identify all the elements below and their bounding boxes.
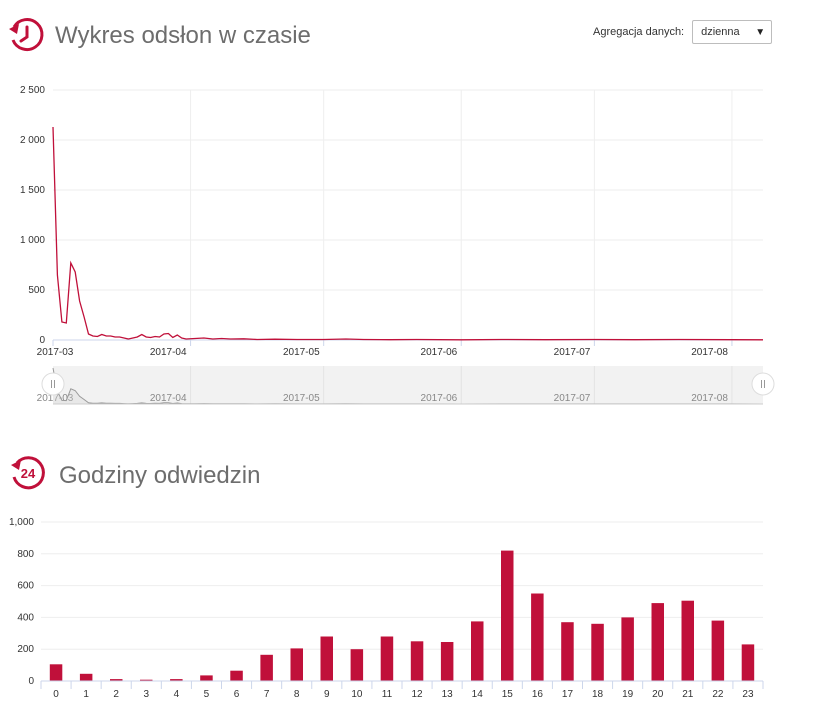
bar-hour-15[interactable]	[501, 550, 514, 681]
section-title-visit-hours: Godziny odwiedzin	[59, 462, 261, 489]
y-tick-label: 1,000	[9, 517, 34, 528]
x-tick-label: 14	[472, 689, 484, 700]
navigator-tick-label: 2017-07	[554, 393, 591, 404]
bar-hour-12[interactable]	[410, 641, 424, 682]
x-tick-label: 0	[53, 689, 59, 700]
x-tick-label: 20	[652, 689, 664, 700]
x-tick-label: 8	[294, 689, 300, 700]
x-tick-label: 2017-08	[691, 347, 728, 358]
bar-hour-17[interactable]	[561, 622, 574, 681]
x-tick-label: 2017-06	[421, 347, 458, 358]
x-tick-label: 11	[382, 689, 393, 700]
x-tick-label: 3	[144, 689, 150, 700]
bar-hour-13[interactable]	[440, 642, 454, 681]
bar-hour-16[interactable]	[531, 593, 544, 682]
bar-hour-3[interactable]	[140, 679, 153, 681]
x-tick-label: 2	[113, 689, 119, 700]
svg-text:24: 24	[21, 466, 36, 481]
x-tick-label: 12	[411, 689, 423, 700]
x-tick-label: 2017-03	[37, 347, 74, 358]
x-tick-label: 22	[712, 689, 724, 700]
x-tick-label: 2017-05	[283, 347, 320, 358]
x-tick-label: 10	[351, 689, 363, 700]
x-tick-label: 6	[234, 689, 240, 700]
bar-hour-6[interactable]	[230, 670, 243, 681]
y-tick-label: 0	[28, 676, 34, 687]
navigator-tick-label: 2017-06	[421, 393, 458, 404]
x-tick-label: 19	[622, 689, 634, 700]
bar-hour-1[interactable]	[79, 673, 93, 681]
bar-hour-14[interactable]	[471, 621, 484, 681]
clock-history-icon	[9, 18, 44, 52]
aggregation-control: Agregacja danych: dzienna ▼	[593, 20, 773, 44]
bar-hour-21[interactable]	[681, 600, 695, 681]
y-tick-label: 600	[17, 581, 34, 592]
x-tick-label: 2017-04	[150, 347, 187, 358]
navigator-selection[interactable]	[53, 366, 763, 404]
navigator-handle-right[interactable]	[751, 372, 775, 396]
bar-hour-23[interactable]	[741, 644, 755, 681]
x-tick-label: 1	[83, 689, 89, 700]
bar-hour-5[interactable]	[200, 675, 213, 681]
x-tick-label: 4	[174, 689, 180, 700]
x-tick-label: 7	[264, 689, 270, 700]
y-tick-label: 400	[17, 612, 34, 623]
bar-hour-11[interactable]	[380, 636, 394, 682]
x-tick-label: 18	[592, 689, 604, 700]
x-tick-label: 17	[562, 689, 574, 700]
x-tick-label: 16	[532, 689, 544, 700]
aggregation-select[interactable]: dzienna ▼	[692, 20, 773, 44]
x-tick-label: 13	[442, 689, 454, 700]
time-navigator[interactable]: 2017-03 2017-04 2017-05 2017-06 2017-07 2017-…	[0, 362, 817, 410]
bar-hour-7[interactable]	[260, 654, 273, 681]
bar-hour-20[interactable]	[651, 603, 665, 681]
bar-hour-22[interactable]	[711, 620, 725, 681]
24-hours-icon: 24	[11, 456, 45, 490]
aggregation-label: Agregacja danych:	[593, 26, 685, 38]
bar-hour-8[interactable]	[290, 648, 304, 681]
bar-hour-18[interactable]	[591, 623, 604, 681]
bar-hour-19[interactable]	[621, 617, 634, 681]
aggregation-select-value: dzienna	[701, 26, 740, 38]
chevron-down-icon: ▼	[755, 26, 766, 38]
x-tick-label: 2017-07	[554, 347, 591, 358]
y-tick-label: 500	[28, 285, 45, 296]
bar-hour-4[interactable]	[170, 679, 183, 681]
navigator-tick-label: 2017-08	[691, 393, 728, 404]
navigator-tick-label: 2017-05	[283, 393, 320, 404]
section-title-pageviews: Wykres odsłon w czasie	[55, 22, 311, 49]
x-tick-label: 23	[742, 689, 754, 700]
y-tick-label: 2 500	[20, 85, 45, 96]
x-tick-label: 15	[502, 689, 514, 700]
x-tick-label: 9	[324, 689, 330, 700]
x-tick-label: 21	[682, 689, 694, 700]
navigator-tick-label: 2017-04	[150, 393, 187, 404]
y-tick-label: 800	[17, 549, 34, 560]
y-tick-label: 1 500	[20, 185, 45, 196]
navigator-handle-left[interactable]	[41, 372, 65, 396]
bar-hour-9[interactable]	[320, 636, 334, 682]
pageviews-line-chart: 0 500 1 000 1 500 2 000 2 500 2017-03 2017-04 20…	[20, 85, 764, 358]
y-tick-label: 200	[17, 644, 34, 655]
y-tick-label: 2 000	[20, 135, 45, 146]
bar-hour-0[interactable]	[49, 664, 63, 681]
bar-hour-10[interactable]	[350, 649, 364, 681]
navigator-tick-label: 2017-03	[37, 393, 74, 404]
pageviews-series-line	[52, 126, 764, 341]
y-tick-label: 1 000	[20, 235, 45, 246]
x-tick-label: 5	[204, 689, 210, 700]
y-tick-label: 0	[39, 335, 45, 346]
bar-hour-2[interactable]	[110, 679, 123, 681]
